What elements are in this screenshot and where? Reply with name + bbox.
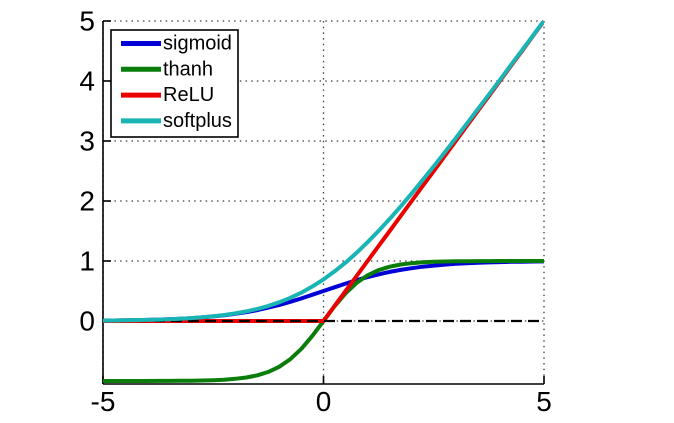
y-tick-label-5: 5 [79, 6, 95, 37]
legend-label-ReLU: ReLU [163, 84, 214, 106]
y-tick-label-2: 2 [79, 186, 95, 217]
legend-label-thanh: thanh [163, 58, 213, 80]
y-tick-label-3: 3 [79, 126, 95, 157]
y-tick-label-1: 1 [79, 246, 95, 277]
curves [103, 21, 544, 383]
y-tick-label-4: 4 [79, 66, 95, 97]
curve-softplus [103, 21, 544, 323]
legend-label-sigmoid: sigmoid [163, 33, 232, 55]
legend-label-softplus: softplus [163, 110, 232, 132]
x-tick-label-0: 0 [316, 386, 332, 417]
legend: sigmoid thanh ReLU softplus [110, 29, 239, 138]
tick-labels: 0 1 2 3 4 5 -5 0 5 [79, 6, 551, 418]
y-tick-label-0: 0 [79, 306, 95, 337]
x-tick-label-5: 5 [536, 386, 552, 417]
x-tick-label--5: -5 [91, 386, 116, 417]
